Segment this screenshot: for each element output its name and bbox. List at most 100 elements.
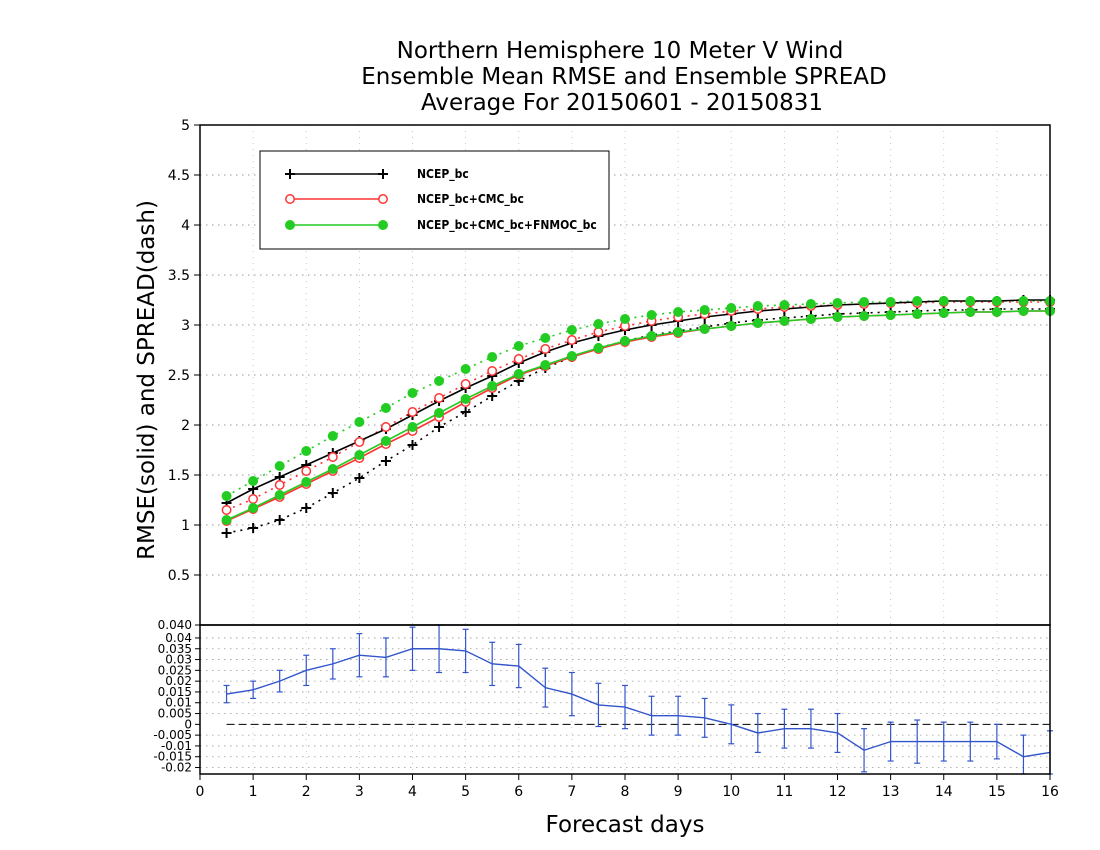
spread-point-series-3: [779, 300, 790, 310]
difference-y-tick-label: 0.01: [165, 696, 192, 710]
main-y-tick-label: 2.5: [168, 368, 190, 384]
x-axis-title: Forecast days: [546, 812, 705, 838]
difference-y-tick-label: 0.040: [158, 618, 192, 632]
rmse-point-series-3: [673, 327, 684, 337]
difference-y-axis-ticks: 0.0400.040.0350.030.0250.020.0150.010.00…: [153, 618, 200, 775]
spread-point-series-2: [248, 494, 259, 504]
rmse-point-series-3: [434, 408, 445, 418]
spread-point-series-2: [487, 366, 498, 376]
chart-title: Northern Hemisphere 10 Meter V Wind Ense…: [361, 38, 886, 116]
legend-marker-end-2: [378, 194, 388, 204]
spread-point-series-1: [380, 456, 391, 466]
spread-point-series-2: [434, 393, 445, 403]
spread-point-series-3: [593, 319, 604, 329]
main-y-tick-label: 1: [181, 518, 190, 534]
legend-label-1: NCEP_bc: [417, 167, 469, 182]
spread-point-series-1: [221, 528, 232, 538]
rmse-point-series-3: [779, 316, 790, 326]
spread-point-series-3: [354, 417, 365, 427]
spread-point-series-3: [434, 376, 445, 386]
rmse-point-series-3: [726, 321, 737, 331]
spread-point-series-3: [540, 333, 551, 343]
spread-point-series-2: [274, 480, 285, 490]
spread-point-series-3: [991, 296, 1002, 306]
legend-marker-start-1: [285, 169, 295, 179]
spread-point-series-3: [938, 296, 949, 306]
difference-y-tick-label: 0.015: [158, 685, 192, 699]
legend-box: [259, 150, 610, 250]
rmse-point-series-3: [620, 336, 630, 346]
spread-point-series-3: [912, 296, 923, 306]
x-tick-label: 9: [674, 784, 683, 800]
spread-point-series-3: [885, 297, 896, 307]
main-y-tick-label: 1.5: [168, 468, 190, 484]
spread-point-series-2: [301, 466, 312, 476]
x-tick-label: 16: [1041, 784, 1059, 800]
difference-y-tick-label: -0.02: [161, 761, 192, 775]
y-axis-title: RMSE(solid) and SPREAD(dash): [134, 200, 160, 560]
spread-point-series-3: [407, 388, 418, 398]
difference-y-tick-label: -0.005: [153, 728, 192, 742]
spread-point-series-3: [673, 307, 684, 317]
x-tick-label: 15: [988, 784, 1006, 800]
main-y-axis-ticks: 0.5 1 1.5 2 2.5 3 3.5 4 4.5 5: [168, 118, 200, 584]
difference-y-tick-label: 0.005: [158, 707, 192, 721]
spread-point-series-2: [407, 407, 418, 417]
difference-plot-series: [223, 624, 1053, 775]
spread-line-series-3: [226, 300, 1050, 497]
chart-title-line-1: Northern Hemisphere 10 Meter V Wind: [397, 38, 844, 64]
spread-point-series-3: [487, 352, 498, 362]
spread-point-series-3: [566, 325, 577, 335]
x-tick-label: 12: [829, 784, 847, 800]
difference-y-tick-label: 0.02: [165, 674, 192, 688]
x-tick-label: 10: [722, 784, 740, 800]
x-tick-label: 1: [249, 784, 258, 800]
spread-point-series-3: [460, 364, 471, 374]
x-tick-label: 0: [196, 784, 205, 800]
x-tick-label: 14: [935, 784, 953, 800]
x-axis-ticks: 0 1 2 3 4 5 6 7 8 9 10 11 12 13 14 15 16: [196, 774, 1059, 800]
spread-point-series-2: [513, 354, 524, 364]
rmse-point-series-3: [646, 331, 657, 341]
rmse-point-series-3: [912, 309, 923, 319]
difference-y-tick-label: -0.015: [153, 750, 192, 764]
rmse-point-series-3: [593, 343, 604, 353]
spread-point-series-3: [752, 301, 763, 311]
x-tick-label: 6: [514, 784, 523, 800]
rmse-point-series-3: [566, 351, 577, 361]
rmse-point-series-3: [752, 318, 763, 328]
x-tick-label: 13: [882, 784, 900, 800]
spread-point-series-2: [593, 327, 604, 337]
x-tick-label: 4: [408, 784, 417, 800]
rmse-point-series-3: [832, 312, 843, 322]
legend-marker-start-2: [285, 194, 295, 204]
main-y-tick-label: 4: [181, 218, 190, 234]
spread-point-series-3: [380, 403, 391, 413]
main-plot-series: [221, 295, 1055, 538]
difference-line: [226, 648, 1051, 758]
main-y-tick-label: 3.5: [168, 268, 190, 284]
spread-point-series-3: [726, 303, 737, 313]
legend: NCEP_bc NCEP_bc+CMC_bc NCEP_bc+CMC_bc+FNMO…: [259, 150, 610, 250]
spread-point-series-3: [301, 446, 312, 456]
rmse-point-series-3: [859, 311, 870, 321]
rmse-point-series-3: [885, 310, 896, 320]
rmse-point-series-3: [407, 422, 418, 432]
difference-y-tick-label: 0: [184, 717, 192, 731]
main-y-tick-label: 2: [181, 418, 190, 434]
spread-point-series-3: [327, 431, 338, 441]
spread-point-series-3: [965, 296, 976, 306]
spread-point-series-2: [566, 335, 577, 345]
rmse-point-series-3: [965, 307, 976, 317]
legend-marker-end-1: [378, 169, 388, 179]
legend-label-2: NCEP_bc+CMC_bc: [417, 192, 524, 207]
chart-title-line-3: Average For 20150601 - 20150831: [421, 90, 823, 116]
rmse-point-series-3: [221, 515, 232, 525]
spread-point-series-3: [859, 297, 870, 307]
rmse-point-series-3: [354, 450, 365, 460]
difference-y-tick-label: 0.035: [158, 642, 192, 656]
rmse-point-series-3: [460, 394, 471, 404]
legend-marker-start-3: [285, 220, 295, 230]
spread-point-series-3: [620, 314, 630, 324]
rmse-point-series-3: [301, 477, 312, 487]
